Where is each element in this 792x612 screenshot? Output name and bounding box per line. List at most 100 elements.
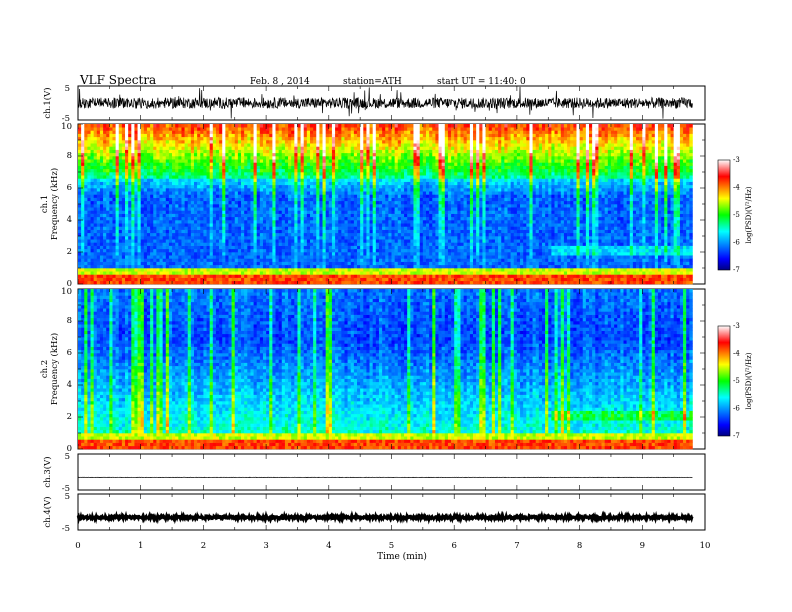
ch1-spectrogram-cell [134, 264, 138, 269]
ch1-spectrogram-cell [165, 232, 170, 237]
ch1-spectrogram-cell [501, 207, 505, 211]
ch1-spectrogram-cell [557, 242, 562, 246]
ch1-spectrogram-cell [231, 223, 236, 227]
ch1-spectrogram-cell [350, 213, 355, 218]
ch1-spectrogram-cell [632, 236, 637, 240]
ch1-spectrogram-cell [294, 239, 298, 243]
ch1-spectrogram-cell [372, 252, 377, 256]
ch1-spectrogram-cell [488, 277, 493, 282]
ch1-spectrogram-cell [394, 252, 399, 256]
ch1-spectrogram-cell [479, 248, 483, 253]
ch1-spectrogram-cell [335, 220, 339, 224]
ch1-spectrogram-cell [87, 252, 91, 256]
ch1-spectrogram-cell [313, 264, 317, 269]
ch1-spectrogram-cell [504, 268, 508, 272]
ch1-spectrogram-cell [360, 271, 364, 275]
ch1-spectrogram-cell [520, 210, 524, 214]
ch1-spectrogram-cell [190, 280, 195, 285]
ch1-spectrogram-cell [303, 248, 308, 253]
ch1-spectrogram-cell [109, 280, 113, 285]
ch1-spectrogram-cell [81, 280, 85, 285]
ch1-spectrogram-cell [469, 261, 474, 266]
ch1-spectrogram-cell [460, 245, 464, 250]
ch1-spectrogram-cell [328, 277, 333, 282]
ch1-spectrogram-cell [407, 226, 411, 230]
ch1-spectrogram-cell [319, 271, 323, 275]
ch1-spectrogram-cell [96, 213, 101, 218]
ch1-spectrogram-cell [181, 207, 185, 211]
ch1-spectrogram-cell [595, 229, 599, 234]
ch1-spectrogram-cell [642, 274, 646, 278]
ch1-spectrogram-cell [237, 220, 242, 224]
ch1-spectrogram-cell [131, 280, 135, 285]
ch1-spectrogram-cell [168, 229, 173, 234]
ch1-spectrogram-cell [554, 264, 558, 269]
ch1-spectrogram-cell [494, 226, 499, 230]
ch1-spectrogram-cell [425, 229, 430, 234]
ch1-spectrogram-cell [532, 280, 537, 285]
ch1-spectrogram-cell [228, 268, 232, 272]
ch1-spectrogram-cell [425, 252, 430, 256]
ch1-spectrogram-cell [585, 204, 590, 208]
ch1-spectrogram-cell [131, 264, 135, 269]
ch1-spectrogram-cell [209, 252, 214, 256]
ch1-spectrogram-cell [378, 207, 383, 211]
ch1-spectrogram-cell [498, 248, 502, 253]
ch1-spectrogram-cell [99, 239, 104, 243]
ch1-spectrogram-cell [250, 252, 254, 256]
ch1-spectrogram-cell [112, 274, 116, 278]
ch1-spectrogram-cell [303, 264, 308, 269]
ch1-spectrogram-cell [241, 252, 245, 256]
ch1-spectrogram-cell [109, 236, 113, 240]
ch1-spectrogram-cell [153, 255, 157, 259]
ch1-spectrogram-cell [159, 213, 163, 218]
ch1-spectrogram-cell [482, 248, 486, 253]
ch1-spectrogram-cell [535, 277, 540, 282]
ch1-spectrogram-cell [228, 271, 232, 275]
ch1-spectrogram-cell [99, 245, 104, 250]
ch1-spectrogram-cell [447, 261, 452, 266]
ch1-spectrogram-cell [548, 268, 552, 272]
ch1-spectrogram-cell [162, 210, 167, 214]
ch1-spectrogram-cell [118, 261, 123, 266]
ch1-spectrogram-cell [121, 245, 126, 250]
ch1-spectrogram-cell [272, 242, 276, 246]
ch1-spectrogram-cell [256, 252, 261, 256]
ch1-spectrogram-cell [604, 274, 609, 278]
ch1-spectrogram-cell [570, 252, 574, 256]
ch1-spectrogram-cell [288, 264, 292, 269]
ch1-spectrogram-cell [447, 252, 452, 256]
ch1-spectrogram-cell [451, 232, 455, 237]
ch1-spectrogram-cell [366, 207, 370, 211]
ch1-spectrogram-cell [595, 268, 599, 272]
ch1-spectrogram-cell [81, 271, 85, 275]
ch1-spectrogram-cell [645, 207, 649, 211]
ch1-spectrogram-cell [313, 200, 317, 205]
ch1-spectrogram-cell [269, 248, 273, 253]
ch1-spectrogram-cell [523, 248, 527, 253]
ch1-spectrogram-cell [501, 264, 505, 269]
ch1-spectrogram-cell [607, 258, 612, 262]
ch1-spectrogram-cell [516, 268, 521, 272]
ch1-spectrogram-cell [579, 264, 584, 269]
ch1-spectrogram-cell [432, 264, 436, 269]
ch1-spectrogram-cell [570, 232, 574, 237]
ch1-spectrogram-cell [303, 252, 308, 256]
ch1-spectrogram-cell [623, 220, 627, 224]
ch1-spectrogram-cell [300, 239, 305, 243]
ch1-spectrogram-cell [667, 213, 671, 218]
ch1-spectrogram-cell [93, 280, 98, 285]
ch1-spectrogram-cell [140, 207, 145, 211]
ch1-spectrogram-cell [112, 223, 116, 227]
ch1-spectrogram-cell [444, 271, 449, 275]
ch1-spectrogram-cell [131, 271, 135, 275]
ch1-spectrogram-cell [438, 271, 442, 275]
ch1-spectrogram-cell [419, 207, 424, 211]
ch1-spectrogram-cell [526, 255, 530, 259]
ch1-spectrogram-cell [614, 271, 618, 275]
ch1-spectrogram-cell [664, 261, 668, 266]
ch1-spectrogram-cell [554, 252, 558, 256]
ch1-spectrogram-cell [670, 271, 674, 275]
ch1-spectrogram-cell [632, 229, 637, 234]
ch1-spectrogram-cell [313, 216, 317, 221]
